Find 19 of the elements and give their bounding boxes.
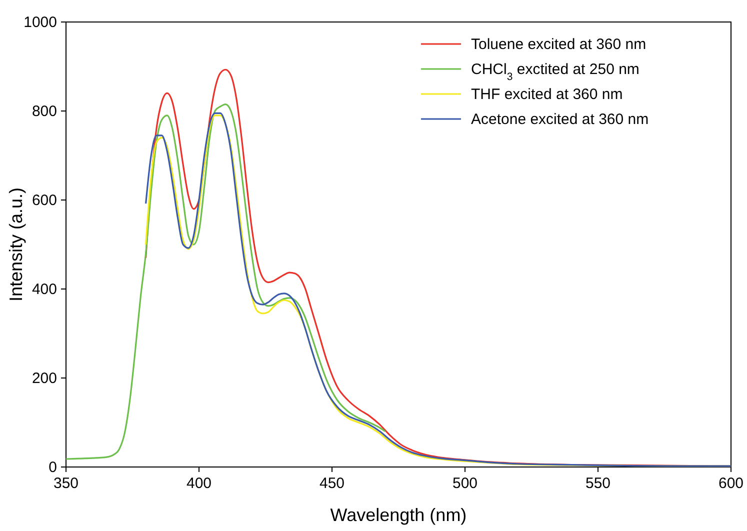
- y-tick-label: 200: [32, 370, 57, 387]
- x-tick-label: 450: [319, 475, 345, 492]
- x-axis-title: Wavelength (nm): [330, 505, 467, 525]
- x-tick-label: 550: [585, 475, 611, 492]
- y-axis-title: Intensity (a.u.): [6, 187, 26, 302]
- x-tick-label: 400: [186, 475, 212, 492]
- y-tick-label: 600: [32, 192, 57, 209]
- legend-label: Acetone excited at 360 nm: [471, 111, 649, 128]
- line-series: [66, 104, 386, 460]
- y-tick-label: 1000: [24, 14, 57, 31]
- y-tick-label: 400: [32, 281, 57, 298]
- legend-label: THF excited at 360 nm: [471, 86, 623, 103]
- legend-label: CHCl$_{3}$ exctited at 250 nm: [471, 61, 640, 83]
- x-tick-label: 500: [452, 475, 478, 492]
- x-tick-label: 350: [53, 475, 79, 492]
- y-tick-label: 800: [32, 103, 57, 120]
- y-tick-label: 0: [48, 459, 57, 476]
- x-tick-label: 600: [718, 475, 744, 492]
- legend-label: Toluene excited at 360 nm: [471, 36, 646, 53]
